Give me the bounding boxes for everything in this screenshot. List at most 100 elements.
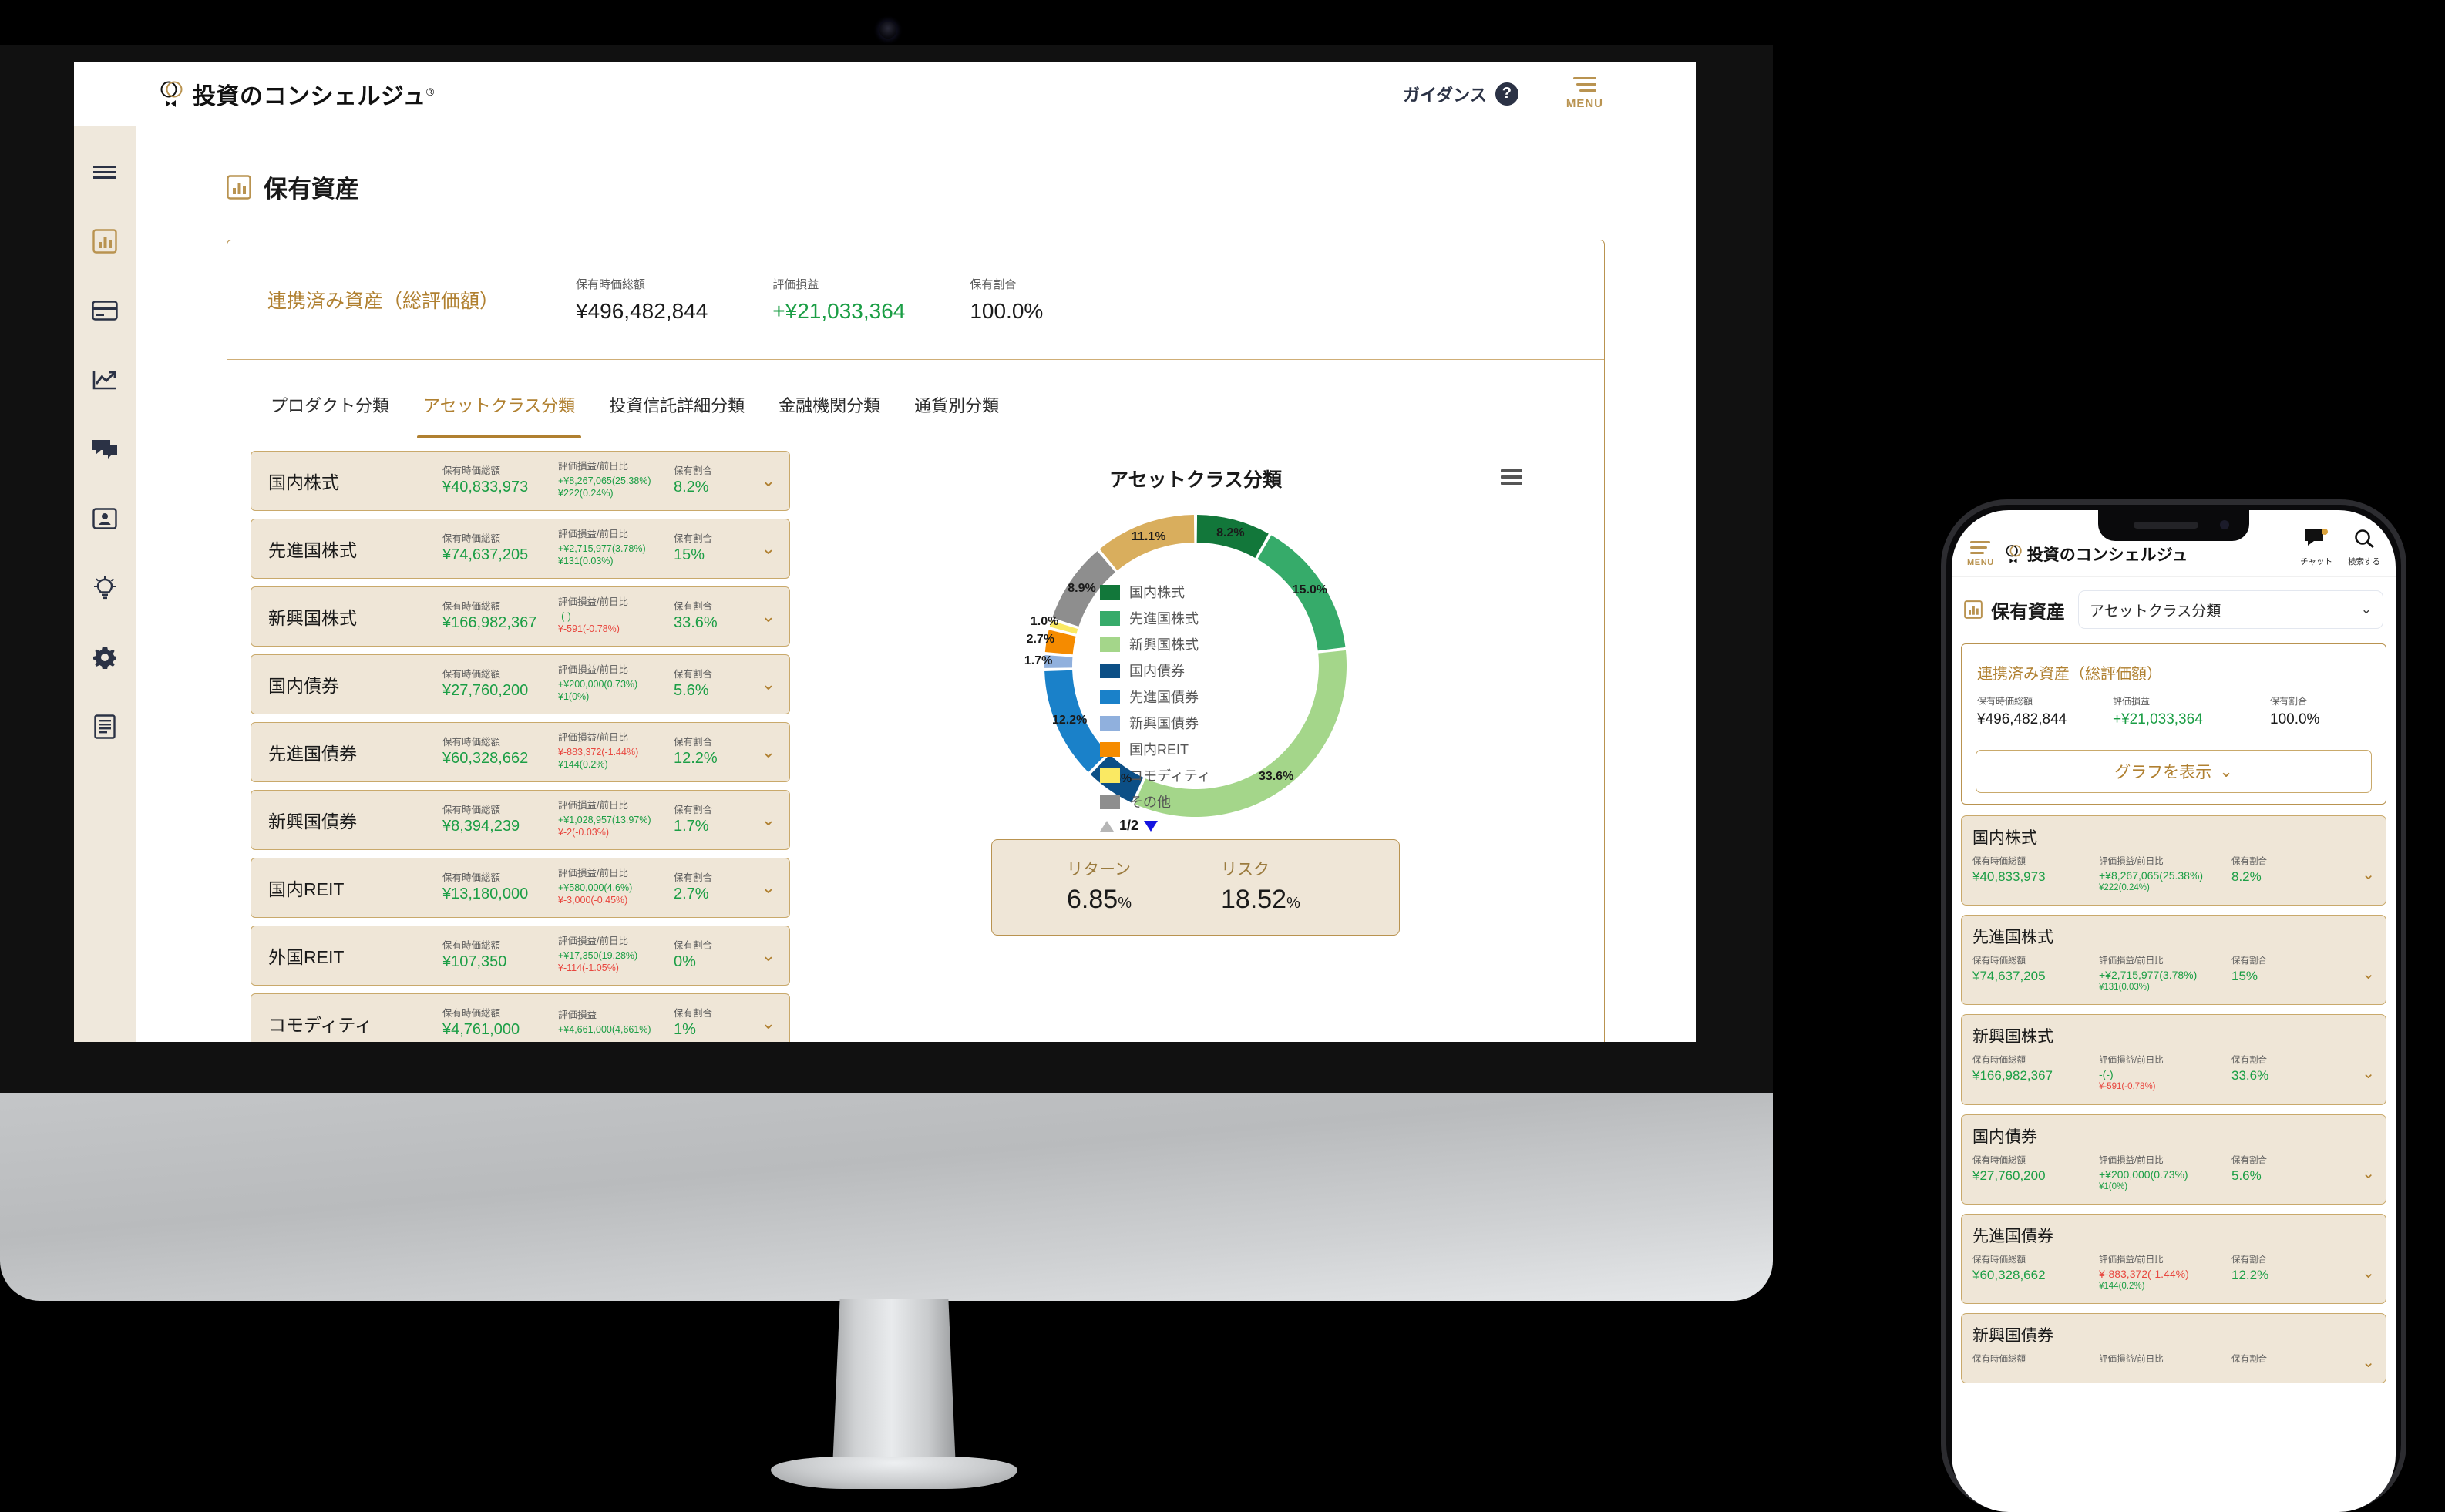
asset-name: 外国REIT [268,947,345,967]
risk-label: リスク [1221,861,1270,879]
chevron-down-icon[interactable]: ⌄ [761,878,775,897]
chevron-down-icon[interactable]: ⌄ [761,810,775,829]
tab-institution-classification[interactable]: 金融機関分類 [779,396,881,415]
asset-share-label: 保有割合 [674,668,713,680]
legend-prev-page-icon[interactable] [1100,820,1114,832]
list-item[interactable]: 先進国株式 保有時価総額 ¥74,637,205 評価損益/前日比 +¥2,715,97… [1961,915,2386,1006]
donut-slice[interactable] [1044,670,1108,773]
donut-slice[interactable] [1257,535,1346,651]
chevron-down-icon[interactable]: ⌄ [2362,866,2375,884]
chevron-down-icon[interactable]: ⌄ [761,471,775,490]
asset-pl-cell: 評価損益/前日比 +¥2,715,977(3.78%) ¥131(0.03%) [558,529,674,569]
donut-slice[interactable] [1049,620,1078,634]
chart-context-menu-icon[interactable] [1501,469,1522,485]
sidebar-item-accounts[interactable] [87,294,123,330]
donut-slice[interactable] [1052,551,1115,627]
list-item[interactable]: 新興国株式 保有時価総額 ¥166,982,367 評価損益/前日比 -(-) ¥-591… [1961,1014,2386,1105]
list-item[interactable]: 新興国債券 保有時価総額 評価損益/前日比 保有割合 ⌄ [1961,1312,2386,1383]
tab-product-classification[interactable]: プロダクト分類 [271,396,390,415]
table-row[interactable]: 新興国債券 保有時価総額 ¥8,394,239 評価損益/前日比 +¥1,028,957… [251,790,790,850]
donut-slice[interactable] [1044,655,1073,668]
asset-amount-value: ¥4,761,000 [442,1021,520,1039]
return-metric: リターン 6.85% [1053,857,1184,915]
sidebar-item-insights[interactable] [87,572,123,607]
show-graph-button[interactable]: グラフを表示 ⌄ [1976,750,2372,793]
legend-item[interactable]: コモディティ [1100,765,1211,785]
donut-slice[interactable] [1134,650,1347,817]
mobile-search-label: 検索する [2348,557,2380,566]
mobile-chat-button[interactable]: チャット [2300,529,2332,567]
mobile-menu-button[interactable]: MENU [1967,541,1994,567]
legend-item[interactable]: 国内REIT [1100,739,1211,759]
sidebar-item-menu-toggle[interactable] [87,156,123,191]
phone-notch [2098,510,2249,541]
chevron-down-icon[interactable]: ⌄ [761,742,775,761]
chevron-down-icon[interactable]: ⌄ [2362,1065,2375,1083]
question-circle-icon[interactable]: ? [1495,82,1518,106]
chevron-down-icon[interactable]: ⌄ [761,1013,775,1033]
table-row[interactable]: 新興国株式 保有時価総額 ¥166,982,367 評価損益/前日比 -(-) ¥-591… [251,586,790,647]
list-item[interactable]: 先進国債券 保有時価総額 ¥60,328,662 評価損益/前日比 ¥-883,372(… [1961,1213,2386,1304]
asset-name: 新興国債券 [1972,1326,2053,1345]
sidebar-item-performance[interactable] [87,364,123,399]
sidebar-item-chat[interactable] [87,433,123,469]
legend-item[interactable]: 国内債券 [1100,660,1211,680]
chart-title: アセットクラス分類 [1108,469,1282,491]
mobile-brand-logo[interactable]: 投資のコンシェルジュ [2005,543,2188,566]
chevron-down-icon[interactable]: ⌄ [761,606,775,626]
table-row[interactable]: 国内株式 保有時価総額 ¥40,833,973 評価損益/前日比 +¥8,267,065… [251,451,790,511]
legend-item[interactable]: その他 [1100,791,1211,811]
classification-select[interactable]: アセットクラス分類 ⌄ [2078,590,2383,629]
table-row[interactable]: 外国REIT 保有時価総額 ¥107,350 評価損益/前日比 +¥17,350(19.… [251,926,790,986]
asset-share-cell: 保有割合 1% [674,1008,748,1039]
header-menu-button[interactable]: MENU [1566,77,1603,110]
tab-currency-classification[interactable]: 通貨別分類 [914,396,1000,415]
sidebar-item-settings[interactable] [87,641,123,677]
table-row[interactable]: 国内REIT 保有時価総額 ¥13,180,000 評価損益/前日比 +¥580,000… [251,858,790,918]
chevron-down-icon[interactable]: ⌄ [761,539,775,558]
donut-slice[interactable] [1196,515,1269,558]
sidebar-item-profile[interactable] [87,502,123,538]
legend-next-page-icon[interactable] [1144,820,1159,832]
chevron-down-icon[interactable]: ⌄ [2362,1264,2375,1282]
legend-item[interactable]: 先進国債券 [1100,687,1211,707]
chevron-down-icon[interactable]: ⌄ [2362,1164,2375,1182]
table-row[interactable]: 国内債券 保有時価総額 ¥27,760,200 評価損益/前日比 +¥200,000(0… [251,654,790,714]
legend-item[interactable]: 国内株式 [1100,582,1211,602]
chevron-down-icon[interactable]: ⌄ [2362,1353,2375,1371]
asset-daily-change: ¥131(0.03%) [2099,983,2150,993]
table-row[interactable]: 先進国債券 保有時価総額 ¥60,328,662 評価損益/前日比 ¥-883,372(… [251,722,790,782]
tab-fund-detail-classification[interactable]: 投資信託詳細分類 [609,396,745,415]
chevron-down-icon[interactable]: ⌄ [761,674,775,694]
asset-share-value: 15% [2231,969,2258,984]
brand-logo[interactable]: 投資のコンシェルジュ® [159,77,435,111]
sidebar-item-assets[interactable] [87,225,123,260]
asset-amount-value: ¥8,394,239 [442,818,520,835]
chevron-down-icon[interactable]: ⌄ [761,946,775,965]
list-item[interactable]: 国内債券 保有時価総額 ¥27,760,200 評価損益/前日比 +¥200,000(0… [1961,1114,2386,1205]
asset-amount-cell: 保有時価総額 ¥60,328,662 [1972,1253,2099,1283]
asset-amount-label: 保有時価総額 [1972,956,2026,966]
donut-slice[interactable] [1044,630,1076,655]
mobile-search-button[interactable]: 検索する [2348,529,2380,567]
legend-item[interactable]: 新興国株式 [1100,634,1211,654]
table-row[interactable]: コモディティ 保有時価総額 ¥4,761,000 評価損益 +¥4,661,000(4,… [251,993,790,1042]
tab-asset-class-classification[interactable]: アセットクラス分類 [406,360,592,438]
page-title: 保有資産 [264,176,359,203]
chevron-down-icon[interactable]: ⌄ [2362,966,2375,983]
asset-amount-value: ¥74,637,205 [1972,969,2046,984]
asset-pl-label: 評価損益 [558,1010,597,1021]
guidance-button[interactable]: ガイダンス ? [1403,82,1518,106]
asset-name: 先進国債券 [268,744,357,764]
asset-pl-cell: 評価損益/前日比 +¥8,267,065(25.38%) ¥222(0.24%) [558,461,674,501]
sidebar-item-documents[interactable] [87,711,123,746]
table-row[interactable]: 先進国株式 保有時価総額 ¥74,637,205 評価損益/前日比 +¥2,715,97… [251,519,790,579]
list-item[interactable]: 国内株式 保有時価総額 ¥40,833,973 評価損益/前日比 +¥8,267,065… [1961,815,2386,906]
return-value: 6.85% [1067,885,1132,914]
legend-item[interactable]: 先進国株式 [1100,608,1211,628]
asset-share-cell: 保有割合 33.6% [2231,1053,2304,1084]
asset-share-cell: 保有割合 5.6% [674,668,748,700]
donut-slice[interactable] [1099,515,1195,571]
legend-item[interactable]: 新興国債券 [1100,713,1211,733]
